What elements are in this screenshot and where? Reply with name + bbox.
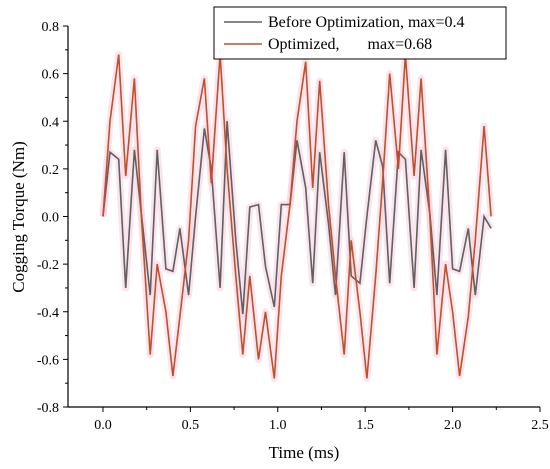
series-layer <box>102 54 492 379</box>
legend: Before Optimization, max=0.4 Optimized, … <box>213 6 507 60</box>
x-tick-label: 2.5 <box>531 418 549 433</box>
x-tick-label: 2.0 <box>444 418 462 433</box>
x-tick-label: 1.5 <box>356 418 374 433</box>
y-tick-label: 0.4 <box>42 115 60 130</box>
legend-label-before: Before Optimization, max=0.4 <box>268 14 465 31</box>
legend-box <box>213 6 507 60</box>
legend-label-optimized: Optimized, max=0.68 <box>268 36 432 53</box>
x-tick-label: 0.0 <box>94 418 112 433</box>
y-tick-label: -0.8 <box>37 401 59 416</box>
y-tick-label: -0.6 <box>37 353 59 368</box>
y-tick-label: 0.8 <box>42 20 60 35</box>
ticks: 0.0 0.5 1.0 1.5 2.0 2.5 0.8 0.6 0.4 0.2 0.0 -0.2 -0.… <box>37 20 549 433</box>
series-line-0 <box>102 121 492 315</box>
y-tick-label: -0.2 <box>37 258 59 273</box>
y-tick-label: 0.6 <box>42 68 60 83</box>
x-tick-label: 1.0 <box>269 418 287 433</box>
y-tick-label: -0.4 <box>37 306 59 321</box>
series-line-1 <box>102 54 492 379</box>
y-tick-label: 0.0 <box>42 211 60 226</box>
series-glow-layer <box>99 51 495 382</box>
y-axis-label: Cogging Torque (Nm) <box>9 141 28 292</box>
y-tick-label: 0.2 <box>42 163 60 178</box>
x-axis-label: Time (ms) <box>269 443 340 462</box>
x-tick-label: 0.5 <box>182 418 200 433</box>
